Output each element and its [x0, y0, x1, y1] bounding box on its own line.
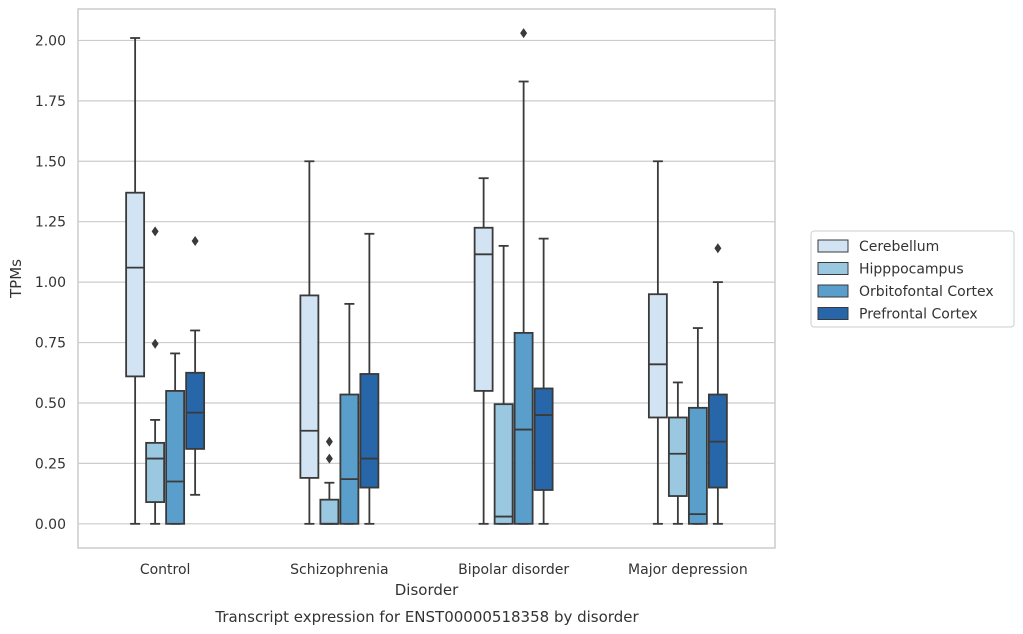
box-cerebellum: [647, 160, 668, 525]
box-body: [473, 226, 494, 392]
box-hipppocampus: [493, 244, 514, 525]
box-cerebellum: [473, 177, 494, 525]
box-orbitofontal-cortex: [513, 28, 534, 525]
outlier-point: [520, 28, 528, 39]
y-tick-label: 0.25: [35, 456, 66, 472]
box-body: [513, 331, 534, 525]
box-body: [145, 441, 166, 503]
box-prefrontal-cortex: [359, 232, 380, 525]
box-hipppocampus: [667, 381, 688, 525]
box-hipppocampus: [319, 436, 340, 525]
box-prefrontal-cortex: [533, 237, 554, 525]
outlier-point: [714, 243, 722, 254]
box-body: [533, 387, 554, 491]
box-body: [299, 294, 320, 479]
box-cerebellum: [299, 160, 320, 525]
y-tick-label: 0.00: [35, 517, 66, 533]
y-tick-label: 2.00: [35, 33, 66, 49]
legend-swatch: [817, 307, 849, 320]
outlier-point: [151, 338, 159, 349]
legend-label: Hipppocampus: [859, 262, 964, 278]
y-tick-label: 0.50: [35, 396, 66, 412]
box-body: [125, 191, 146, 378]
box-body: [165, 389, 186, 525]
y-tick-label: 1.25: [35, 215, 66, 231]
box-prefrontal-cortex: [185, 236, 206, 496]
box-cerebellum: [125, 37, 146, 525]
y-tick-labels: 0.00 0.25 0.50 0.75 1.00 1.25 1.50 1.75 2.00: [35, 33, 66, 532]
legend-frame: [810, 230, 1015, 328]
box-body: [339, 393, 360, 525]
y-tick-label: 1.00: [35, 275, 66, 291]
legend-swatch: [817, 239, 849, 253]
y-axis-label: TPMs: [7, 259, 25, 299]
chart-caption: Transcript expression for ENST0000051835…: [214, 608, 639, 626]
box-body: [359, 373, 380, 489]
x-tick-labels: Control Schizophrenia Bipolar disorder Majo…: [140, 562, 748, 578]
outlier-point: [191, 236, 199, 247]
box-body: [687, 406, 708, 525]
legend-label: Orbitofontal Cortex: [859, 284, 994, 300]
legend-label: Cerebellum: [859, 239, 939, 255]
y-tick-label: 0.75: [35, 336, 66, 352]
outlier-point: [151, 226, 159, 237]
legend-label: Prefrontal Cortex: [859, 307, 978, 323]
legend: Cerebellum Hipppocampus Orbitofontal Corte…: [810, 230, 1015, 328]
x-axis-label: Disorder: [395, 581, 459, 599]
x-tick-label: Schizophrenia: [290, 562, 388, 578]
outlier-point: [325, 436, 333, 447]
plot-frame: [77, 8, 776, 549]
box-body: [319, 498, 340, 525]
box-orbitofontal-cortex: [165, 352, 186, 525]
x-tick-label: Major depression: [628, 562, 748, 578]
box-body: [185, 371, 206, 450]
x-tick-label: Control: [140, 562, 191, 578]
box-hipppocampus: [145, 226, 166, 525]
box-prefrontal-cortex: [707, 243, 728, 525]
y-tick-label: 1.50: [35, 154, 66, 170]
box-orbitofontal-cortex: [687, 327, 708, 525]
box-body: [667, 416, 688, 497]
boxplot-marks: [125, 28, 728, 525]
box-orbitofontal-cortex: [339, 302, 360, 525]
box-body: [493, 403, 514, 525]
y-tick-label: 1.75: [35, 94, 66, 110]
box-body: [647, 293, 668, 419]
x-tick-label: Bipolar disorder: [458, 562, 569, 578]
legend-swatch: [817, 284, 849, 298]
outlier-point: [325, 453, 333, 464]
legend-swatch: [817, 262, 849, 275]
